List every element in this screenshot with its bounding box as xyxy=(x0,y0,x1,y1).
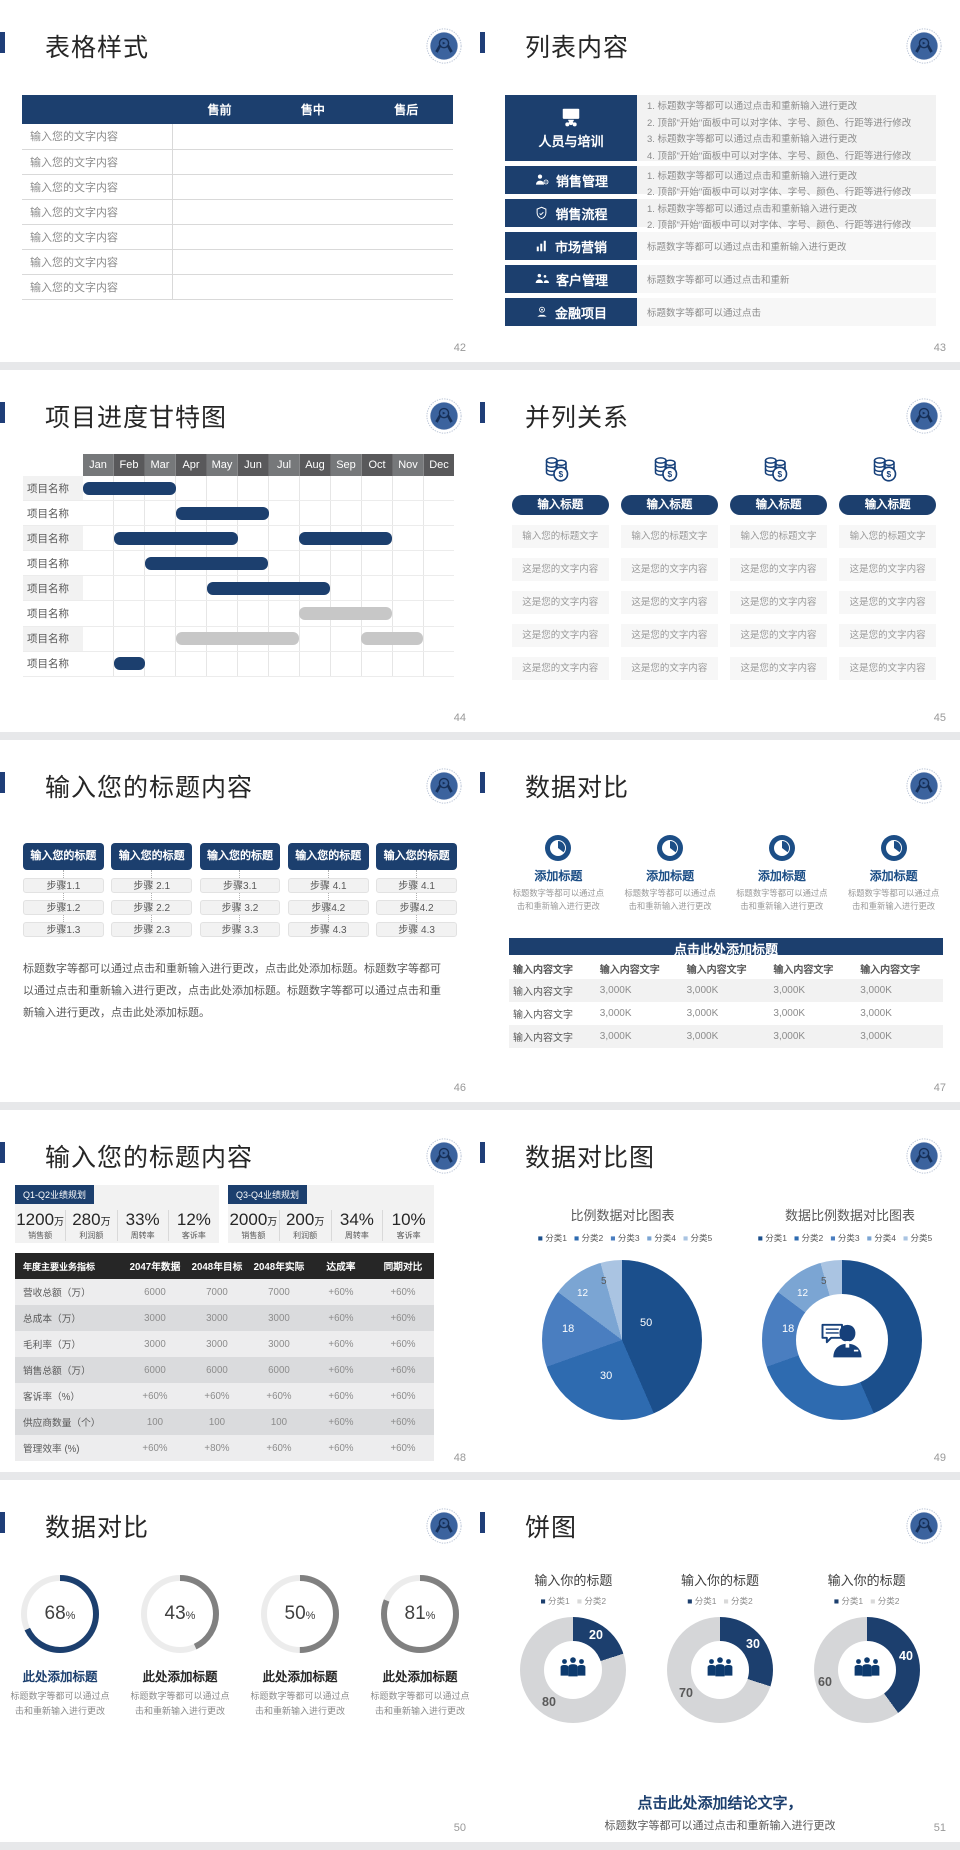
svg-text:68%: 68% xyxy=(45,1603,76,1624)
svg-text:50%: 50% xyxy=(285,1603,316,1624)
svg-text:43%: 43% xyxy=(165,1603,196,1624)
svg-text:$: $ xyxy=(668,470,673,479)
svg-text:$: $ xyxy=(886,470,891,479)
svg-text:$: $ xyxy=(777,470,782,479)
svg-text:$: $ xyxy=(559,470,564,479)
svg-text:81%: 81% xyxy=(405,1603,436,1624)
